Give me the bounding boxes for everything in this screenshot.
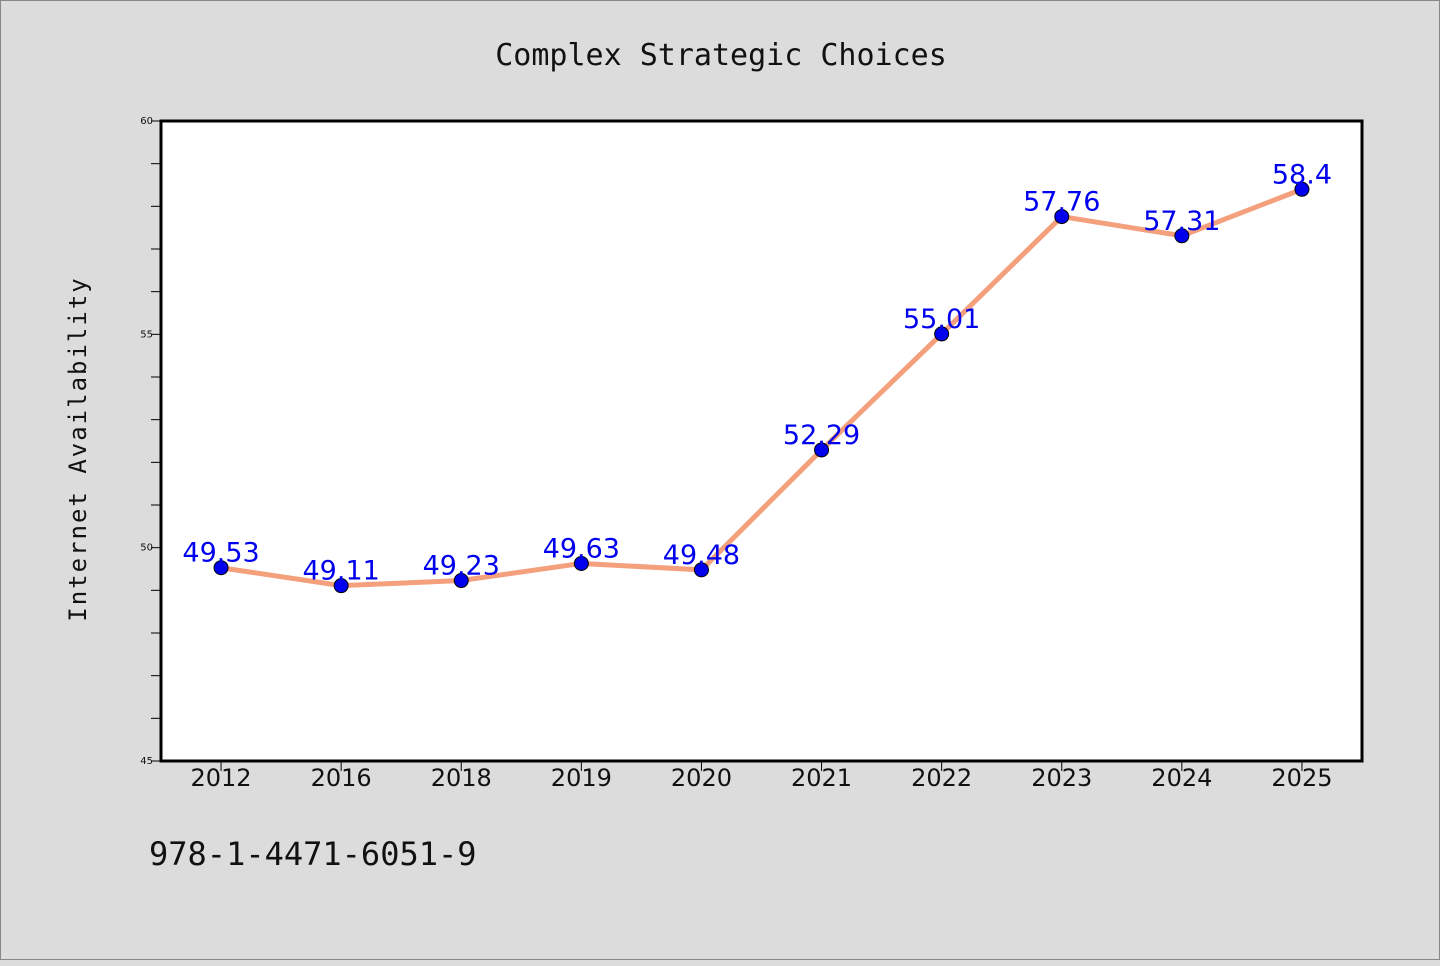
data-labels: 49.53 49.11 49.23 49.63 49.48 52.29 55.01 57.76… xyxy=(182,159,1332,586)
x-tick-label: 2019 xyxy=(551,764,612,792)
data-label: 52.29 xyxy=(783,420,860,451)
x-tick-label: 2016 xyxy=(311,764,372,792)
data-point xyxy=(693,562,709,578)
x-tick-label: 2021 xyxy=(791,764,852,792)
x-tick-label: 2012 xyxy=(191,764,252,792)
x-tick-label: 2018 xyxy=(431,764,492,792)
y-axis-label: Internet Availability xyxy=(64,276,92,621)
x-tick-label: 2023 xyxy=(1031,764,1092,792)
data-points xyxy=(213,181,1310,594)
data-label: 55.01 xyxy=(903,304,980,335)
footer-isbn: 978-1-4471-6051-9 xyxy=(149,835,477,873)
data-point xyxy=(1054,209,1070,225)
data-point xyxy=(213,560,229,576)
data-label: 49.11 xyxy=(303,556,380,587)
y-tick-label: 45 xyxy=(140,756,153,767)
axis-ticks: 45 50 55 60 2012 2016 2018 2019 2020 2021 2022 2023… xyxy=(140,116,1332,792)
data-label: 49.48 xyxy=(663,540,740,571)
series-line xyxy=(218,186,1305,589)
series-polyline xyxy=(218,186,1305,589)
x-tick-label: 2025 xyxy=(1271,764,1332,792)
data-label: 57.76 xyxy=(1023,187,1100,218)
data-label: 58.4 xyxy=(1272,159,1332,190)
data-point xyxy=(333,578,349,594)
x-tick-label: 2024 xyxy=(1151,764,1212,792)
y-tick-label: 50 xyxy=(140,543,153,554)
plot-area xyxy=(159,119,1364,763)
chart-title: Complex Strategic Choices xyxy=(495,38,947,73)
data-label: 49.23 xyxy=(423,551,500,582)
data-point xyxy=(1294,181,1310,197)
data-label: 49.53 xyxy=(182,538,259,569)
data-point xyxy=(1174,228,1190,244)
data-point xyxy=(453,573,469,589)
data-point xyxy=(934,326,950,342)
x-tick-label: 2022 xyxy=(911,764,972,792)
data-point xyxy=(573,555,589,571)
data-label: 49.63 xyxy=(543,533,620,564)
data-point xyxy=(814,442,830,458)
y-tick-label: 60 xyxy=(140,116,153,127)
data-label: 57.31 xyxy=(1143,206,1220,237)
x-tick-label: 2020 xyxy=(671,764,732,792)
y-tick-label: 55 xyxy=(140,329,153,340)
